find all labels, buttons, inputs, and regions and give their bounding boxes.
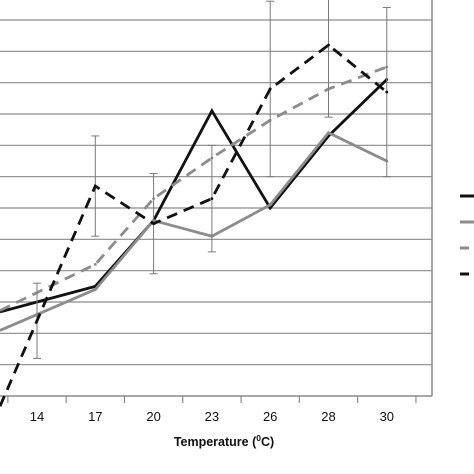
x-tick-label: 14 <box>30 409 44 424</box>
legend <box>460 194 474 276</box>
x-tick-label: 30 <box>380 409 394 424</box>
x-axis-title-main: Temperature ( <box>174 435 257 449</box>
x-axis-title: Temperature (0C) <box>174 433 274 449</box>
series-line <box>0 43 388 407</box>
series-gray-solid <box>0 131 389 332</box>
series-black-solid <box>0 78 389 314</box>
data-point <box>385 90 389 94</box>
data-point <box>93 184 97 188</box>
x-tick-label: 23 <box>205 409 219 424</box>
data-point <box>93 263 97 266</box>
series-group <box>0 0 391 407</box>
x-tick-label: 20 <box>146 409 160 424</box>
data-point <box>93 288 97 291</box>
series-line <box>0 131 388 332</box>
data-point <box>152 222 156 226</box>
series-black-dashed <box>0 0 391 407</box>
gridlines <box>0 19 432 366</box>
x-tick-label: 17 <box>88 409 102 424</box>
data-point <box>327 131 330 135</box>
x-axis-title-superscript: 0 <box>256 433 261 443</box>
data-point <box>268 87 272 91</box>
x-tick-label: 26 <box>263 409 277 424</box>
data-point <box>210 109 214 113</box>
data-point <box>327 43 330 47</box>
data-point <box>35 319 39 323</box>
x-tick-labels: 14 17 20 23 26 28 30 <box>30 409 394 424</box>
data-point <box>268 206 272 210</box>
x-tick-label: 28 <box>321 409 335 424</box>
x-axis-title-end: C) <box>261 435 274 449</box>
data-point <box>268 203 272 207</box>
axes <box>0 0 433 403</box>
data-point <box>210 197 214 201</box>
